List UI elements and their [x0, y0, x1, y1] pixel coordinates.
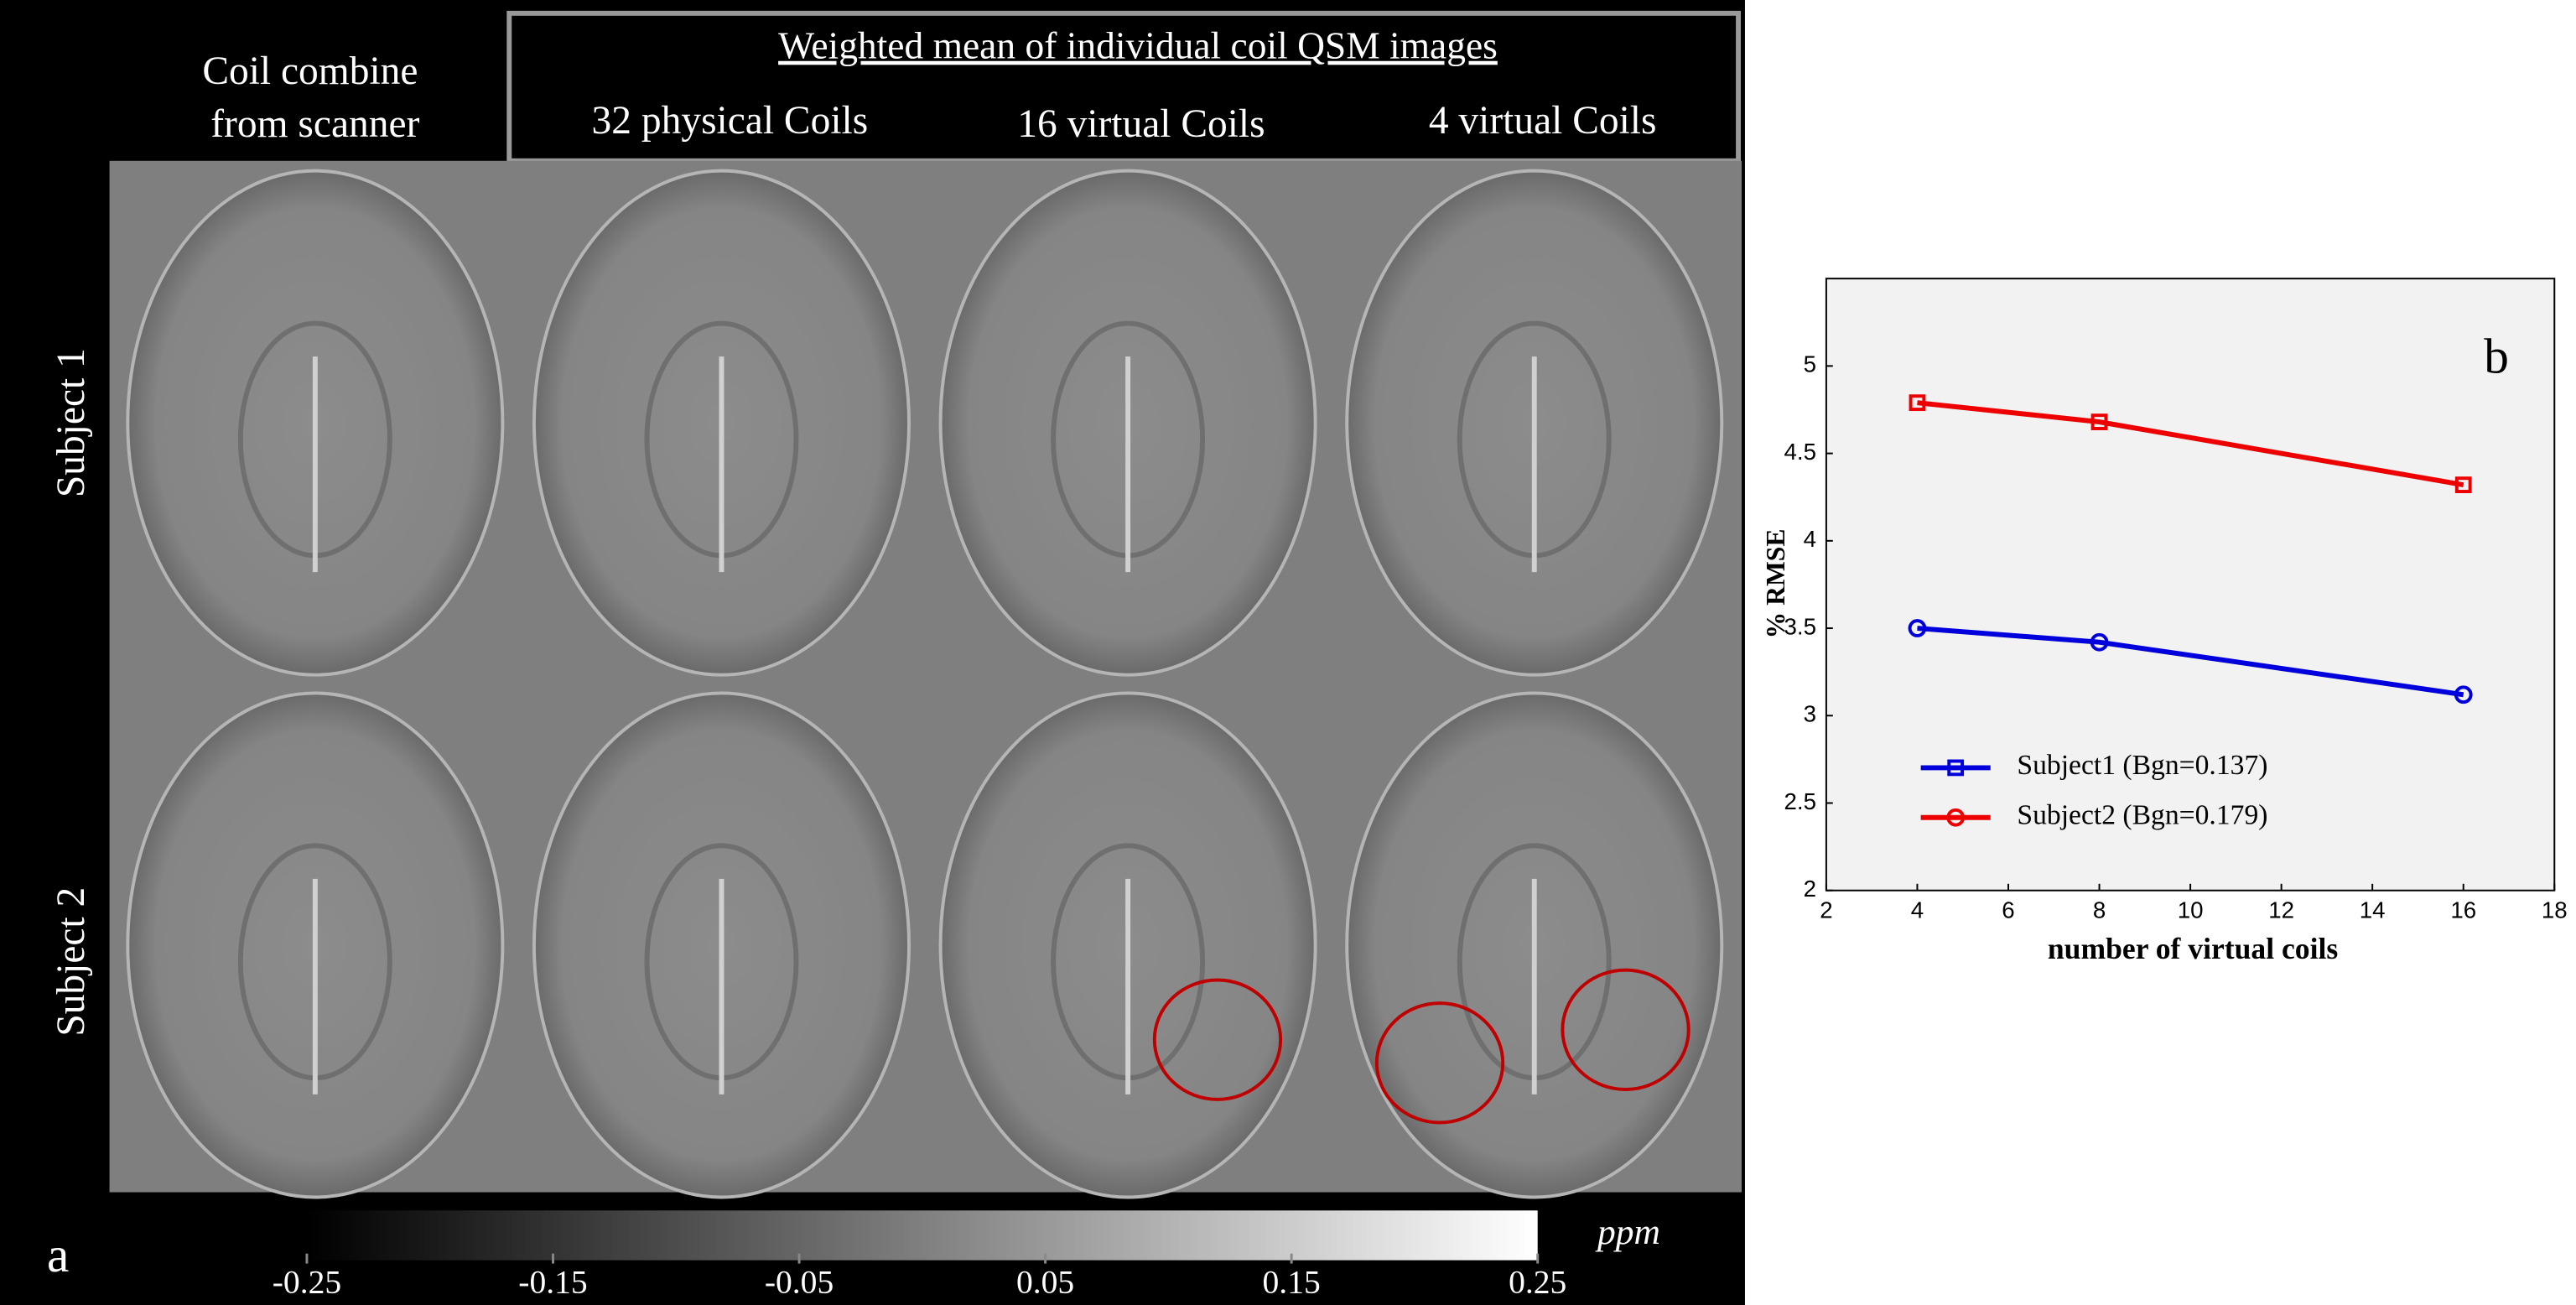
data-point [2454, 476, 2472, 494]
highlight-circle [1561, 968, 1690, 1091]
y-tick-label: 5 [1804, 351, 1816, 377]
highlight-circles [1152, 968, 1690, 1125]
x-tick-label: 10 [2178, 897, 2204, 923]
colorbar-tick-label: -0.05 [765, 1263, 834, 1300]
data-point [2090, 632, 2109, 652]
legend-marker [1946, 808, 1966, 827]
y-tick-label: 2.5 [1784, 788, 1816, 814]
data-point [1908, 619, 1927, 637]
plot-area [1825, 278, 2556, 892]
data-point [1909, 394, 1926, 412]
y-tick-label: 4.5 [1784, 439, 1816, 465]
colorbar-unit: ppm [1595, 1212, 1660, 1252]
legend-marker [1947, 759, 1965, 777]
x-tick-label: 16 [2450, 897, 2476, 923]
y-tick-label: 3.5 [1784, 613, 1816, 639]
highlight-circle [1152, 978, 1283, 1101]
colorbar [306, 1210, 1538, 1261]
column-header: 16 virtual Coils [1017, 102, 1265, 146]
group-header: Weighted mean of individual coil QSM ima… [778, 24, 1498, 67]
column-header: 32 physical Coils [592, 99, 869, 143]
colorbar-tick-label: -0.25 [273, 1263, 341, 1300]
row-label: Subject 2 [49, 887, 93, 1037]
column-header: 4 virtual Coils [1429, 99, 1657, 143]
y-tick-label: 2 [1804, 876, 1816, 902]
left-header: from scanner [210, 102, 419, 146]
y-tick-label: 3 [1804, 701, 1816, 727]
colorbar-tick-label: 0.15 [1263, 1263, 1321, 1300]
x-tick-label: 18 [2542, 897, 2568, 923]
colorbar-tick-label: -0.15 [518, 1263, 587, 1300]
row-label: Subject 1 [49, 348, 93, 497]
colorbar-tick-label: 0.05 [1016, 1263, 1074, 1300]
x-tick-label: 6 [2002, 897, 2014, 923]
brain-images [126, 169, 1724, 1199]
x-tick-label: 4 [1911, 897, 1924, 923]
highlight-circle [1374, 1001, 1505, 1125]
series-line [1917, 626, 2464, 698]
y-tick-label: 4 [1804, 526, 1816, 552]
left-header: Coil combine [202, 49, 418, 93]
colorbar-ticks: -0.25 -0.15 -0.05 0.05 0.15 0.25 [273, 1253, 1566, 1300]
data-point [2454, 685, 2473, 704]
x-tick-label: 12 [2268, 897, 2294, 923]
series-line [1917, 400, 2464, 488]
panel-label: a [47, 1227, 69, 1282]
colorbar-tick-label: 0.25 [1509, 1263, 1566, 1300]
x-axis-label: number of virtual coils [2048, 932, 2338, 965]
data-point [2090, 413, 2108, 430]
x-tick-label: 8 [2093, 897, 2106, 923]
x-tick-label: 14 [2360, 897, 2386, 923]
panel-label: b [2484, 329, 2509, 384]
chart: 2 4 6 8 10 12 14 16 18 2 2.5 3 3.5 4 4.5 5 Subject1 (Bgn… [1784, 351, 2568, 923]
y-axis-label: % RMSE [1761, 529, 1790, 639]
legend-label: Subject2 (Bgn=0.179) [2017, 799, 2267, 830]
x-tick-label: 2 [1820, 897, 1832, 923]
legend-label: Subject1 (Bgn=0.137) [2017, 750, 2267, 781]
